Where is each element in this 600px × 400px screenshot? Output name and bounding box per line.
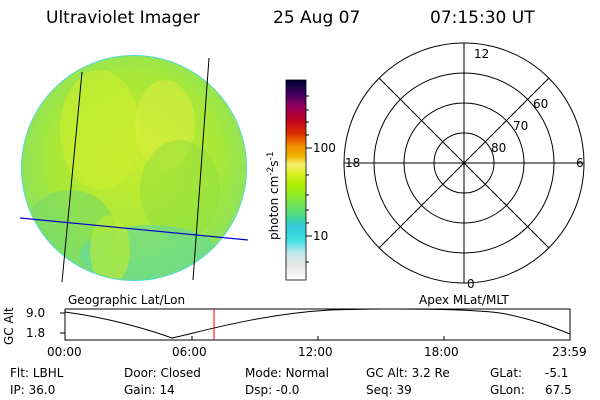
mode-field: Mode: Normal <box>245 366 329 380</box>
glat-label: GLat: <box>490 366 523 380</box>
ytick-1-8: 1.8 <box>26 326 46 340</box>
colorbar <box>285 79 312 281</box>
polar-plot <box>343 42 585 284</box>
lat-label-70: 70 <box>513 119 529 133</box>
instrument-title: Ultraviolet Imager <box>46 8 200 28</box>
xtick-2359: 23:59 <box>552 345 587 359</box>
gc-alt-axis-label: GC Alt <box>2 307 16 345</box>
time-label: 07:15:30 UT <box>430 8 535 28</box>
ip-field: IP: 36.0 <box>10 383 56 397</box>
xtick-0000: 00:00 <box>47 345 82 359</box>
meridian-line-left <box>61 71 83 283</box>
flt-field: Flt: LBHL <box>10 366 64 380</box>
altitude-curve <box>64 308 571 339</box>
mlt-label-0: 0 <box>467 277 475 291</box>
dsp-field: Dsp: -0.0 <box>245 383 300 397</box>
altitude-plot <box>60 308 571 341</box>
lat-label-60: 60 <box>533 97 549 111</box>
xtick-1200: 12:00 <box>298 345 333 359</box>
meridian-line-right <box>192 57 210 281</box>
colorbar-label-10: 10 <box>313 229 329 243</box>
glon-label: GLon: <box>490 383 525 397</box>
lat-label-80: 80 <box>491 141 507 155</box>
xtick-1800: 18:00 <box>424 345 459 359</box>
door-field: Door: Closed <box>124 366 201 380</box>
uv-image-disk <box>19 55 249 283</box>
mlt-label-18: 18 <box>345 156 361 170</box>
seq-field: Seq: 39 <box>366 383 412 397</box>
colorbar-label-100: 100 <box>313 141 336 155</box>
glat-value: -5.1 <box>545 366 569 380</box>
glon-value: 67.5 <box>545 383 572 397</box>
mlt-label-6: 6 <box>576 156 584 170</box>
gc-alt-field: GC Alt: 3.2 Re <box>366 366 450 380</box>
geographic-label: Geographic Lat/Lon <box>68 293 186 307</box>
gain-field: Gain: 14 <box>124 383 175 397</box>
xtick-0600: 06:00 <box>172 345 207 359</box>
ytick-9: 9.0 <box>26 306 46 320</box>
date-label: 25 Aug 07 <box>273 8 361 28</box>
colorbar-unit-label: photon cm-2s-1 <box>266 151 281 240</box>
apex-label: Apex MLat/MLT <box>419 293 509 307</box>
mlt-label-12: 12 <box>474 47 490 61</box>
latitude-line <box>19 217 249 241</box>
